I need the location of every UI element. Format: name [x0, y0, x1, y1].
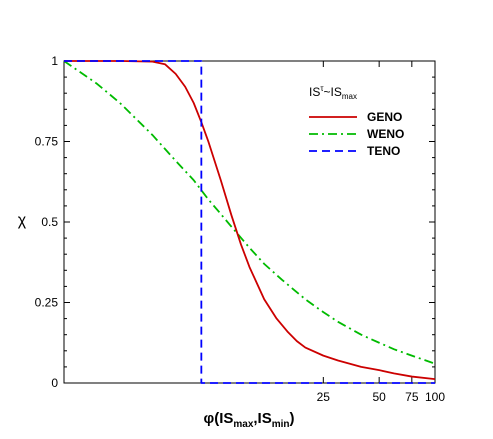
x-tick-label: 75 — [405, 390, 419, 404]
legend-label-teno: TENO — [367, 144, 400, 158]
legend-label-geno: GENO — [367, 110, 402, 124]
x-tick-label: 50 — [372, 390, 386, 404]
legend-title: ISτ~ISmax — [309, 84, 357, 101]
x-tick-label: 100 — [425, 390, 445, 404]
y-tick-label: 0 — [51, 376, 58, 390]
y-axis-label: χ — [18, 212, 27, 229]
y-tick-label: 0.25 — [35, 296, 59, 310]
series-line-weno — [63, 60, 436, 365]
x-axis-label: φ(ISmax,ISmin) — [203, 410, 294, 430]
legend-entries: GENO WENO TENO — [309, 110, 404, 158]
series-line-geno — [64, 60, 436, 381]
legend: ISτ~ISmax GENO WENO TENO — [309, 84, 404, 158]
y-tick-label: 0.75 — [35, 135, 59, 149]
x-tick-label: 25 — [317, 390, 331, 404]
y-tick-label: 1 — [51, 54, 58, 68]
plot-area: 0 0.25 0.5 0.75 1 25 50 75 100 — [35, 54, 446, 404]
legend-label-weno: WENO — [367, 127, 404, 141]
series-line-teno — [64, 60, 435, 384]
y-tick-label: 0.5 — [41, 215, 58, 229]
